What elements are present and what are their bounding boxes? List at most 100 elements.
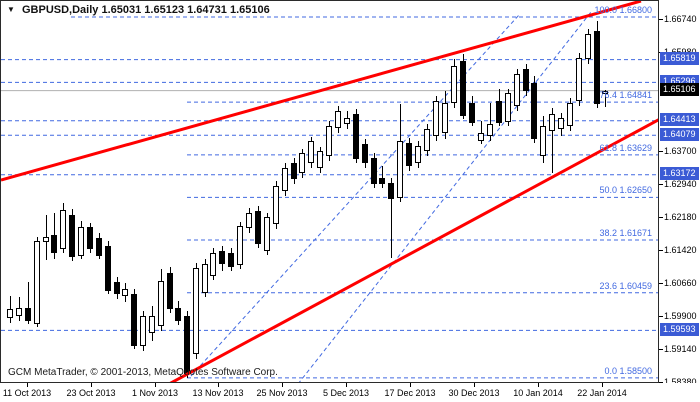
- candle-bearish: [96, 237, 102, 257]
- candle-bearish: [219, 250, 225, 264]
- fib-level-label: 100.0 1.66800: [594, 5, 652, 15]
- price-tick-label: 1.59900: [664, 311, 697, 321]
- candle-bearish: [105, 246, 111, 291]
- price-low: 1.64731: [187, 4, 227, 16]
- candle-bearish: [131, 294, 137, 347]
- candle-bullish: [282, 167, 288, 191]
- price-tick-label: 1.63700: [664, 146, 697, 156]
- price-open: 1.65031: [101, 4, 142, 16]
- platform-copyright: GCM MetaTrader, © 2001-2013, MetaQuotes …: [8, 367, 278, 378]
- date-tick-mark: [27, 383, 28, 387]
- candle-bullish: [335, 110, 341, 129]
- level-price-badge: 1.63172: [660, 167, 699, 180]
- upper-channel-line: [1, 1, 642, 182]
- candle-bullish: [433, 100, 439, 137]
- date-tick-mark: [282, 383, 283, 387]
- candle-wick: [28, 281, 29, 324]
- candle-wick: [552, 107, 553, 174]
- date-tick-label: 30 Dec 2013: [448, 388, 500, 398]
- candle-bullish: [122, 289, 128, 297]
- level-price-badge: 1.59593: [660, 323, 699, 336]
- candle-bullish: [487, 124, 493, 137]
- candle-bearish: [114, 281, 120, 294]
- candle-bearish: [291, 163, 297, 180]
- candle-bearish: [25, 307, 31, 321]
- candle-bullish: [567, 103, 573, 127]
- date-tick-label: 11 Oct 2013: [2, 388, 52, 398]
- fib-level-label: 76.4 1.64841: [599, 90, 652, 100]
- price-axis: 1.667401.659801.637001.629401.621801.614…: [659, 0, 700, 387]
- candle-bullish: [237, 226, 243, 265]
- date-tick-label: 13 Nov 2013: [192, 388, 244, 398]
- candle-bullish: [60, 210, 66, 250]
- candle-bullish: [264, 217, 270, 251]
- candle-bullish: [7, 309, 13, 318]
- date-tick-label: 22 Jan 2014: [577, 388, 627, 398]
- candle-bearish: [51, 234, 57, 254]
- candle-bearish: [175, 307, 181, 321]
- candle-bullish: [397, 140, 403, 198]
- price-tick-mark: [659, 382, 663, 383]
- lower-channel-line: [169, 118, 658, 382]
- price-tick-mark: [659, 349, 663, 350]
- price-tick-mark: [659, 283, 663, 284]
- candle-bearish: [379, 177, 385, 184]
- candle-bullish: [16, 307, 22, 317]
- fib-level-label: 0.0 1.58500: [604, 366, 652, 376]
- fib-level-label: 50.0 1.62650: [599, 185, 652, 195]
- candle-bullish: [202, 264, 208, 294]
- date-tick-label: 25 Nov 2013: [256, 388, 308, 398]
- date-tick-label: 5 Dec 2013: [322, 388, 370, 398]
- price-tick-label: 1.66740: [664, 14, 697, 24]
- candle-bullish: [540, 126, 546, 157]
- candle-bearish: [167, 273, 173, 310]
- level-price-badge: 1.64079: [660, 128, 699, 141]
- candle-bullish: [514, 74, 520, 107]
- current-price-badge: 1.65106: [660, 83, 699, 96]
- candle-bullish: [308, 140, 314, 164]
- price-close: 1.65106: [229, 4, 270, 16]
- candle-bullish: [326, 126, 332, 157]
- candle-bullish: [505, 93, 511, 122]
- candle-bullish: [442, 103, 448, 134]
- candle-bearish: [469, 103, 475, 124]
- candle-bullish: [149, 315, 155, 334]
- candle-bullish: [576, 57, 582, 101]
- candle-bearish: [406, 143, 412, 167]
- candle-bullish: [34, 240, 40, 324]
- date-tick-mark: [346, 383, 347, 387]
- candle-bearish: [371, 157, 377, 184]
- date-tick-mark: [410, 383, 411, 387]
- price-tick-mark: [659, 217, 663, 218]
- price-tick-label: 1.62940: [664, 179, 697, 189]
- date-tick-label: 10 Jan 2014: [513, 388, 563, 398]
- dashed-trendline: [298, 11, 592, 382]
- candle-wick: [481, 120, 482, 144]
- chart-plot-area[interactable]: 100.0 1.66800 76.4 1.64841 61.8 1.63629 50.…: [0, 0, 659, 383]
- price-tick-mark: [659, 151, 663, 152]
- date-tick-label: 23 Oct 2013: [66, 388, 116, 398]
- price-tick-label: 1.61420: [664, 245, 697, 255]
- candle-bullish: [415, 146, 421, 164]
- candle-bearish: [353, 114, 359, 160]
- candle-bearish: [362, 144, 368, 164]
- candle-bullish: [43, 237, 49, 242]
- candle-bearish: [460, 60, 466, 117]
- price-high: 1.65123: [144, 4, 185, 16]
- candle-bearish: [87, 227, 93, 250]
- price-tick-mark: [659, 250, 663, 251]
- level-price-badge: 1.65819: [660, 52, 699, 65]
- fib-level-label: 38.2 1.61671: [599, 228, 652, 238]
- date-tick-mark: [474, 383, 475, 387]
- candle-bearish: [496, 100, 502, 124]
- price-tick-label: 1.59140: [664, 344, 697, 354]
- date-tick-mark: [91, 383, 92, 387]
- candle-bullish: [193, 267, 199, 354]
- candle-bearish: [228, 253, 234, 267]
- candle-bullish: [246, 213, 252, 228]
- candle-bullish: [558, 117, 564, 130]
- candle-bearish: [255, 210, 261, 244]
- candle-bullish: [585, 34, 591, 60]
- candle-bullish: [344, 117, 350, 124]
